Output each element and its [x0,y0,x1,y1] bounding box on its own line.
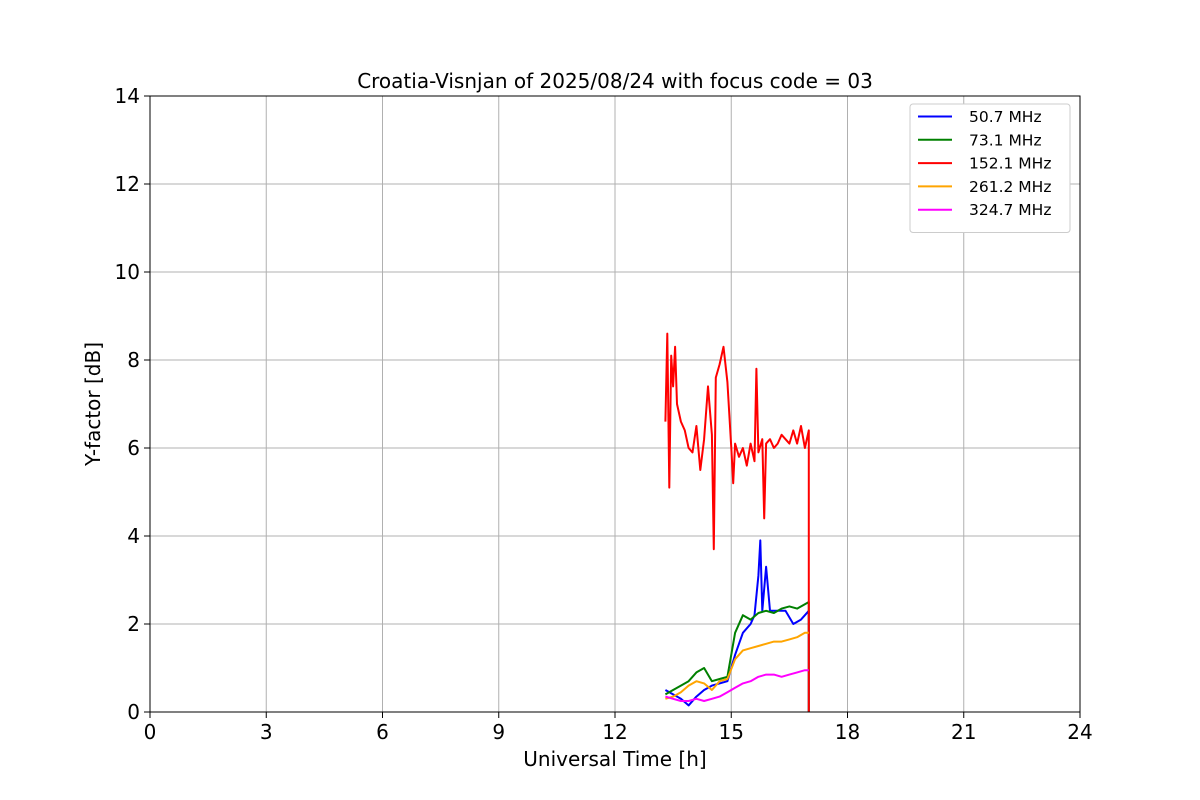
series-line [665,669,809,702]
series-line [665,631,809,700]
chart-title: Croatia-Visnjan of 2025/08/24 with focus… [357,69,873,93]
legend-label: 50.7 MHz [969,108,1042,126]
x-tick-label: 15 [719,720,744,744]
legend: 50.7 MHz 73.1 MHz 152.1 MHz 261.2 MHz 32… [909,103,1071,233]
y-tick-label: 10 [115,260,140,284]
series-line [664,332,810,712]
y-tick-label: 4 [127,524,140,548]
x-tick-label: 21 [951,720,976,744]
y-tick-label: 14 [115,84,140,108]
x-tick-label: 24 [1067,720,1092,744]
legend-label: 73.1 MHz [969,131,1042,149]
legend-label: 152.1 MHz [969,155,1051,173]
series-lines [664,332,810,712]
legend-box [909,103,1071,233]
x-tick-label: 0 [144,720,157,744]
x-tick-label: 6 [376,720,389,744]
y-tick-label: 12 [115,172,140,196]
x-axis-label: Universal Time [h] [523,747,706,771]
x-tick-label: 12 [602,720,627,744]
y-tick-label: 8 [127,348,140,372]
legend-label: 261.2 MHz [969,178,1051,196]
y-axis-label: Y-factor [dB] [81,342,105,467]
y-tick-label: 6 [127,436,140,460]
x-tick-label: 3 [260,720,273,744]
y-tick-label: 0 [127,700,140,724]
x-tick-label: 18 [835,720,860,744]
legend-label: 324.7 MHz [969,201,1051,219]
x-tick-label: 9 [492,720,505,744]
y-tick-label: 2 [127,612,140,636]
series-line [664,601,810,712]
series-line [664,539,810,712]
